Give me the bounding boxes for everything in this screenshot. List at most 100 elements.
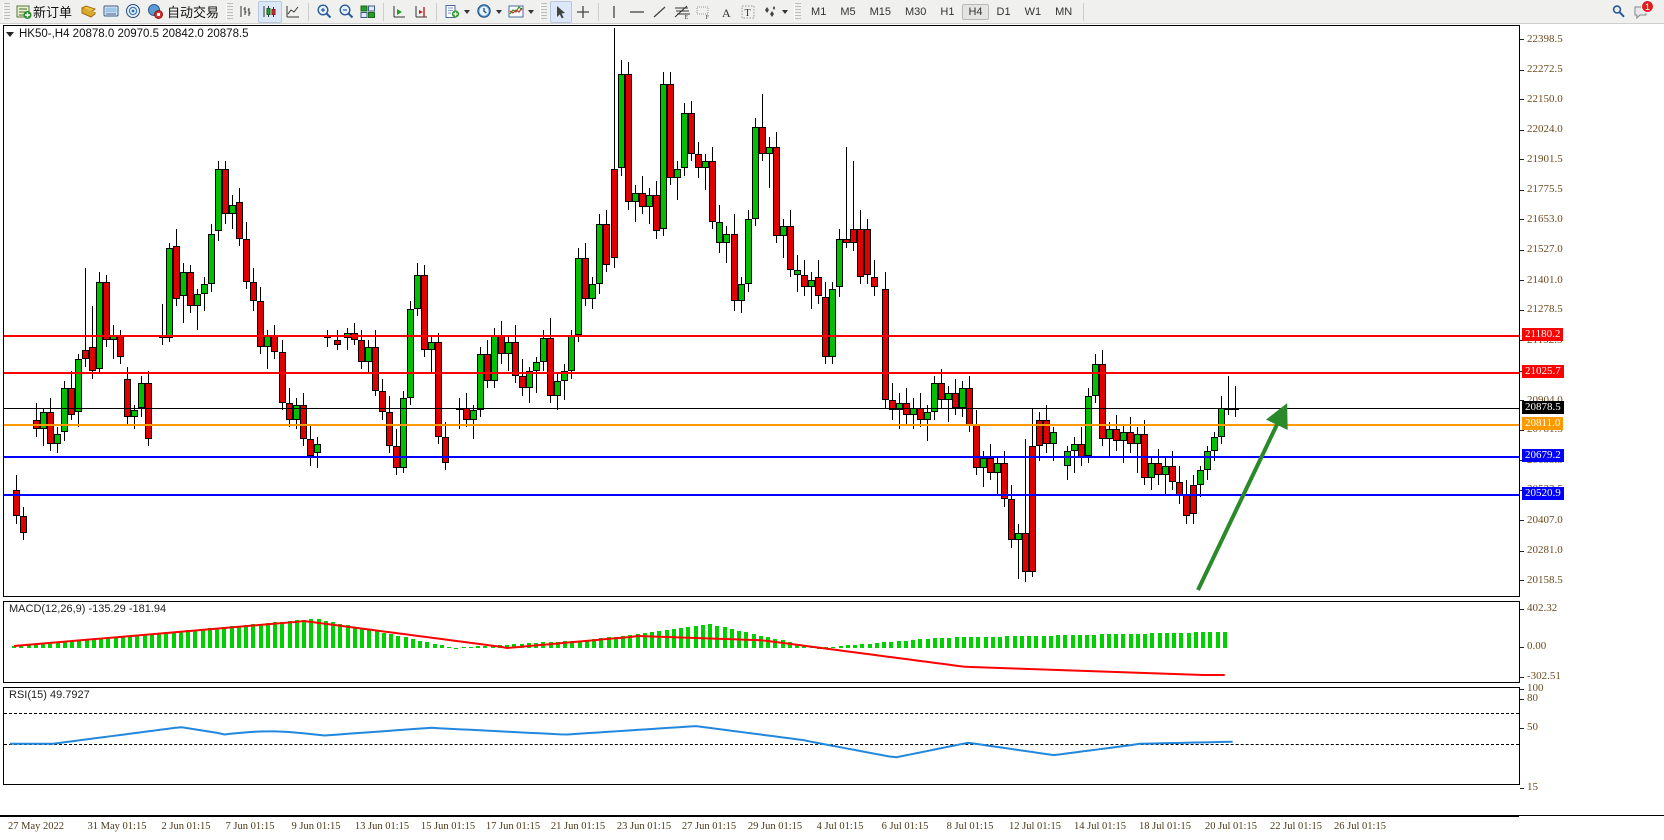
rsi-pane[interactable]: RSI(15) 49.7927: [3, 687, 1520, 785]
objects-icon[interactable]: [759, 1, 781, 23]
price-scale[interactable]: 21180.2 21025.7 20878.5 20811.0 20679.2 20520…: [1520, 25, 1664, 815]
candle-body: [365, 347, 372, 362]
candle-body: [435, 342, 442, 437]
timeframe-m30[interactable]: M30: [905, 5, 927, 18]
crosshair-icon[interactable]: [572, 1, 594, 23]
macd-histogram-bar: [845, 645, 850, 648]
candlestick-chart-icon[interactable]: [258, 0, 283, 23]
macd-tick: -302.51: [1520, 670, 1664, 682]
level-line-resistance-1[interactable]: [4, 335, 1519, 338]
macd-histogram-bar: [1077, 634, 1082, 648]
price-label-support-2[interactable]: 20520.9: [1522, 487, 1564, 501]
timeframe-m1[interactable]: M1: [811, 5, 827, 18]
folder-icon[interactable]: [78, 1, 100, 23]
candle-body: [924, 412, 931, 420]
candle-body: [145, 383, 152, 439]
indicators-icon[interactable]: [505, 1, 527, 23]
candle-wick: [204, 277, 205, 311]
alerts-icon[interactable]: 1: [1630, 0, 1654, 23]
macd-histogram-bar: [461, 647, 466, 649]
price-label-resistance-2[interactable]: 21025.7: [1522, 365, 1564, 379]
new-order-button[interactable]: 新订单: [13, 1, 78, 23]
timeframe-h4[interactable]: H4: [962, 3, 989, 20]
equidistant-channel-icon[interactable]: F: [693, 1, 715, 23]
zoom-in-icon[interactable]: [313, 1, 335, 23]
candle-wick: [983, 451, 984, 488]
price-tick: 20781.5: [1520, 423, 1664, 435]
candle-body: [1106, 429, 1113, 439]
templates-icon[interactable]: [441, 1, 463, 23]
chevron-down-icon[interactable]: [6, 31, 14, 37]
text-icon[interactable]: A: [715, 1, 737, 23]
macd-histogram-bar: [577, 641, 582, 648]
autotrade-icon[interactable]: [144, 1, 166, 23]
text-label-icon[interactable]: T: [737, 1, 759, 23]
macd-pane[interactable]: MACD(12,26,9) -135.29 -181.94: [3, 601, 1520, 683]
line-chart-icon[interactable]: [282, 1, 304, 23]
macd-histogram-bar: [831, 646, 836, 648]
indicators-dropdown-caret[interactable]: [528, 9, 535, 14]
price-label-pivot[interactable]: 20811.0: [1522, 417, 1564, 431]
bar-chart-icon[interactable]: [236, 1, 258, 23]
cursor-icon[interactable]: [550, 0, 573, 23]
macd-histogram-bar: [62, 641, 67, 648]
candle-body: [836, 238, 843, 287]
zoom-out-icon[interactable]: [335, 1, 357, 23]
candle-body: [882, 289, 889, 401]
time-label: 20 Jul 01:15: [1205, 821, 1257, 832]
timeframe-h1[interactable]: H1: [940, 5, 955, 18]
level-line-support-2[interactable]: [4, 494, 1519, 497]
candle-wick: [113, 325, 114, 360]
price-label-current-price[interactable]: 20878.5: [1522, 400, 1564, 414]
terminal-icon[interactable]: [100, 1, 122, 23]
search-icon[interactable]: [1608, 1, 1630, 23]
timeframe-d1[interactable]: D1: [996, 5, 1011, 18]
price-pane[interactable]: [3, 25, 1520, 597]
timeframe-m5[interactable]: M5: [840, 5, 856, 18]
level-line-resistance-2[interactable]: [4, 372, 1519, 375]
horizontal-line-icon[interactable]: [625, 1, 649, 23]
level-line-pivot[interactable]: [4, 424, 1519, 427]
chart-area[interactable]: HK50-,H4 20878.0 20970.5 20842.0 20878.5…: [0, 25, 1664, 815]
time-label: 13 Jun 01:15: [354, 821, 410, 832]
toolbar-grip[interactable]: [3, 2, 10, 21]
macd-histogram-bar: [454, 648, 459, 649]
price-label-resistance-1[interactable]: 21180.2: [1522, 328, 1564, 342]
price-label-support-1[interactable]: 20679.2: [1522, 449, 1564, 463]
objects-dropdown-caret[interactable]: [782, 9, 789, 14]
candle-body: [138, 383, 145, 408]
time-label: 18 Jul 01:15: [1139, 821, 1191, 832]
macd-tick: 402.32: [1520, 602, 1664, 614]
toolbar-grip-2[interactable]: [226, 2, 234, 21]
time-axis[interactable]: 27 May 2022 31 May 01:15 2 Jun 01:15 7 Jun …: [0, 815, 1664, 840]
level-line-current-price[interactable]: [4, 407, 1519, 409]
timeframe-mn[interactable]: MN: [1055, 5, 1073, 18]
tile-windows-icon[interactable]: [357, 1, 379, 23]
candle-body: [917, 407, 924, 420]
timeframe-w1[interactable]: W1: [1024, 5, 1042, 18]
timeframe-m15[interactable]: M15: [869, 5, 891, 18]
fibonacci-icon[interactable]: E: [671, 1, 693, 23]
trend-arrow-annotation[interactable]: [1190, 400, 1310, 600]
toolbar-grip-3[interactable]: [540, 2, 548, 21]
level-line-support-1[interactable]: [4, 456, 1519, 459]
candle-body: [257, 301, 264, 348]
macd-histogram-bar: [889, 641, 894, 648]
macd-histogram-bar: [1208, 632, 1213, 648]
macd-histogram-bar: [265, 623, 270, 648]
price-plot: [4, 26, 1519, 596]
trendline-icon[interactable]: [649, 1, 671, 23]
vertical-line-icon[interactable]: [603, 1, 625, 23]
navigator-icon[interactable]: [122, 1, 144, 23]
templates-dropdown-caret[interactable]: [464, 9, 471, 14]
new-order-label: 新订单: [33, 5, 73, 20]
toolbar-grip-4[interactable]: [794, 2, 802, 21]
candle-body: [68, 388, 75, 415]
period-dropdown-caret[interactable]: [496, 9, 503, 14]
period-icon[interactable]: [473, 1, 495, 23]
shift-start-icon[interactable]: [388, 1, 410, 23]
svg-text:T: T: [745, 8, 751, 19]
candle-body: [547, 337, 554, 396]
shift-end-icon[interactable]: [410, 1, 432, 23]
candle-body: [526, 371, 533, 389]
